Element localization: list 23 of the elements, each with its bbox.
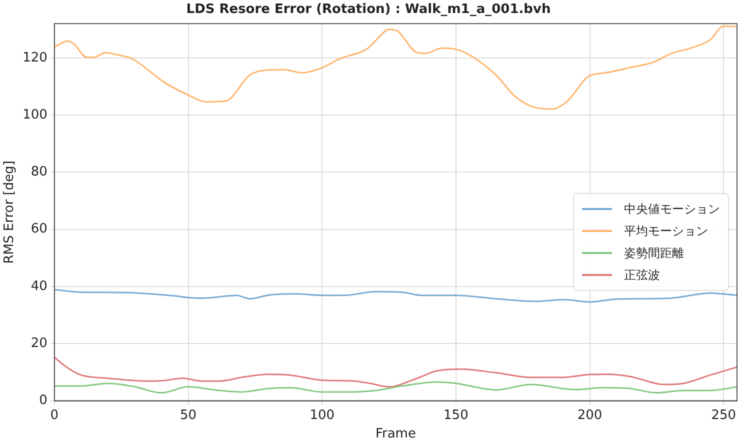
legend-label: 姿勢間距離 <box>624 244 684 262</box>
chart-title: LDS Resore Error (Rotation) : Walk_m1_a_001.bvh <box>186 2 551 18</box>
legend-label: 中央値モーション <box>624 200 720 218</box>
y-tick-label: 40 <box>30 278 48 294</box>
x-tick-label: 100 <box>310 408 335 423</box>
x-tick-label: 200 <box>577 408 602 423</box>
y-tick-label: 80 <box>30 164 48 180</box>
y-tick-label: 100 <box>22 107 48 122</box>
y-axis-title: RMS Error [deg] <box>2 160 18 264</box>
legend-label: 正弦波 <box>624 266 660 284</box>
y-tick-label: 120 <box>22 50 48 66</box>
line-series <box>54 381 737 394</box>
x-tick-label: 0 <box>50 408 59 423</box>
x-tick-label: 250 <box>711 408 736 423</box>
y-tick-label: 20 <box>30 336 48 352</box>
x-tick-label: 50 <box>180 408 197 423</box>
line-series <box>54 288 737 303</box>
y-tick-label: 60 <box>30 222 48 237</box>
line-series <box>54 356 737 388</box>
legend-label: 平均モーション <box>624 222 708 240</box>
y-tick-label: 0 <box>39 393 48 408</box>
x-tick-label: 150 <box>444 408 468 423</box>
x-axis-title: Frame <box>375 426 416 442</box>
